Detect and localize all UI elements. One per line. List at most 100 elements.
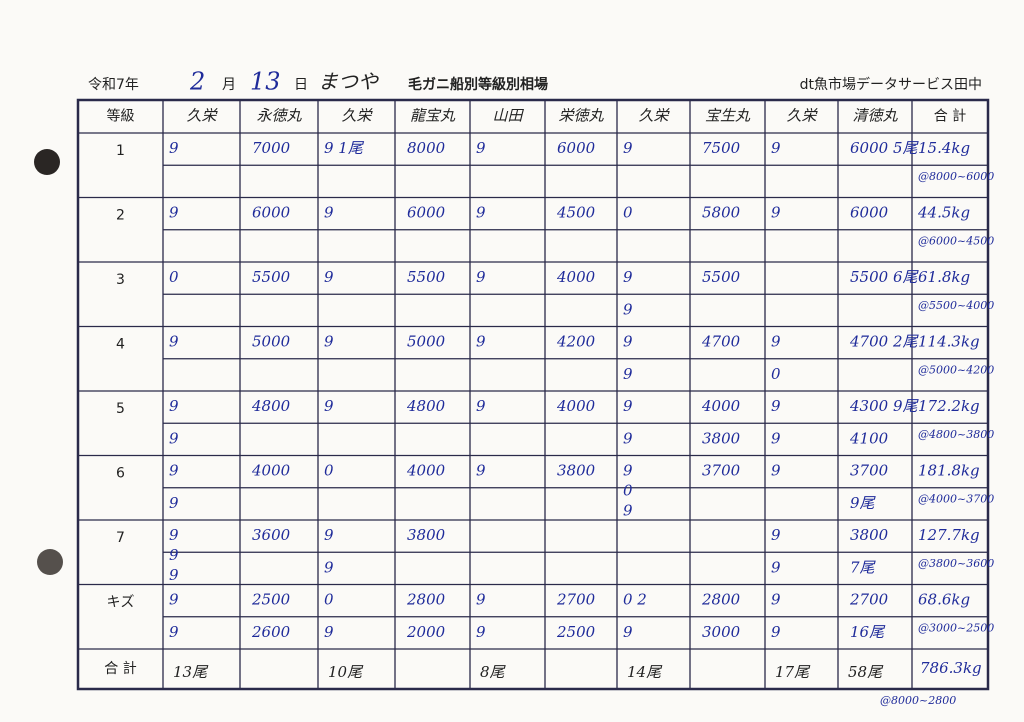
cell-value: 9 — [324, 526, 334, 544]
cell-value: 9 — [771, 526, 781, 544]
vessel-name: 永徳丸 — [256, 107, 302, 125]
cell-value: 9 — [771, 397, 781, 415]
cell-value: 9 — [623, 502, 633, 520]
grade-total: @4000~3700 — [918, 493, 994, 506]
cell-value: 3800 — [850, 526, 889, 544]
cell-value: 9 — [476, 204, 486, 222]
cell-value: 6000 — [557, 139, 596, 157]
cell-value: 9 — [169, 526, 179, 544]
cell-value: 9 — [169, 623, 179, 641]
grade-total: 61.8kg — [918, 268, 970, 286]
cell-value: 9 — [623, 139, 633, 157]
cell-value: 3800 — [702, 429, 741, 447]
cell-value: 9 — [623, 397, 633, 415]
cell-value: 2000 — [406, 623, 446, 641]
cell-value: 5500 — [407, 268, 446, 286]
total-header: 合 計 — [934, 109, 966, 125]
grade-total: 114.3kg — [918, 333, 980, 351]
cell-value: 9 — [623, 429, 633, 447]
cell-value: 4800 — [251, 397, 291, 415]
cell-value: 4000 — [251, 462, 291, 480]
grade-total: @8000~6000 — [918, 170, 994, 183]
cell-value: 9 — [169, 591, 179, 609]
grade-total: 127.7kg — [918, 526, 980, 544]
cell-value: 9 — [476, 333, 486, 351]
vessel-name: 清徳丸 — [852, 107, 898, 125]
day-unit: 日 — [294, 77, 308, 93]
cell-value: 5500 — [252, 268, 291, 286]
cell-value: 6000 — [252, 204, 291, 222]
cell-value: 9 — [771, 558, 781, 576]
grade-total: @3000~2500 — [918, 622, 994, 635]
title: 毛ガニ船別等級別相場 — [408, 76, 548, 93]
cell-value: 4700 — [701, 333, 741, 351]
cell-value: 2700 — [849, 591, 889, 609]
cell-value: 9 — [771, 204, 781, 222]
cell-value: 9 — [324, 397, 334, 415]
cell-value: 4100 — [849, 429, 889, 447]
cell-value: 9 — [623, 300, 633, 318]
cell-value: 9 — [169, 494, 179, 512]
grade-label: 3 — [116, 272, 125, 288]
cell-value: 2800 — [701, 591, 741, 609]
cell-value: 2800 — [406, 591, 446, 609]
cell-value: 9 — [771, 139, 781, 157]
grade-total: @5000~4200 — [918, 364, 994, 377]
footer-count: 8尾 — [480, 663, 507, 681]
vessel-name: 宝生丸 — [705, 107, 751, 125]
grade-total: 172.2kg — [918, 397, 980, 415]
cell-value: 9 — [476, 591, 486, 609]
table-border — [76, 98, 990, 691]
cell-value: 5500 6尾 — [850, 268, 919, 286]
cell-value: 5000 — [407, 333, 446, 351]
cell-value: 7000 — [252, 139, 291, 157]
cell-value: 3800 — [407, 526, 446, 544]
cell-value: 8000 — [407, 139, 446, 157]
cell-value: 9 — [476, 397, 486, 415]
grade-label: 5 — [116, 401, 125, 417]
cell-value: 0 — [324, 591, 334, 609]
grade-total: 15.4kg — [918, 139, 970, 157]
cell-value: 9 — [169, 462, 179, 480]
grade-total: @6000~4500 — [918, 235, 994, 248]
grade-total: @3800~3600 — [918, 557, 994, 570]
footer-label: 合 計 — [104, 661, 136, 677]
grade-label: 7 — [116, 530, 125, 546]
cell-value: 4800 — [406, 397, 446, 415]
vessel-name: 龍宝丸 — [410, 107, 456, 125]
cell-value: 2700 — [556, 591, 596, 609]
footer-count: 17尾 — [775, 663, 811, 681]
cell-value: 9 — [324, 268, 334, 286]
grade-label: 6 — [116, 466, 125, 482]
cell-value: 0 — [324, 462, 334, 480]
cell-value: 0 2 — [623, 591, 647, 609]
cell-value: 2600 — [251, 623, 291, 641]
vessel-name: 久栄 — [186, 107, 218, 125]
cell-value: 9 — [623, 462, 633, 480]
cell-value: 9 — [169, 566, 179, 584]
cell-value: 0 — [169, 268, 179, 286]
cell-value: 2500 — [251, 591, 291, 609]
cell-value: 6000 — [407, 204, 446, 222]
cell-value: 9 1尾 — [324, 139, 365, 157]
cell-value: 3700 — [850, 462, 889, 480]
vessel-name: 栄徳丸 — [558, 107, 604, 125]
cell-value: 4000 — [556, 268, 596, 286]
cell-value: 0 — [623, 204, 633, 222]
cell-value: 5800 — [702, 204, 741, 222]
cell-value: 9 — [169, 429, 179, 447]
footer-total: 786.3kg — [920, 659, 982, 677]
cell-value: 3000 — [702, 623, 741, 641]
place: まつや — [318, 70, 380, 94]
cell-value: 9 — [324, 623, 334, 641]
cell-value: 3800 — [557, 462, 596, 480]
cell-value: 4000 — [556, 397, 596, 415]
cell-value: 0 — [623, 482, 633, 500]
cell-value: 9 — [324, 558, 334, 576]
cell-value: 6000 5尾 — [850, 139, 919, 157]
cell-value: 9 — [476, 623, 486, 641]
vessel-name: 久栄 — [638, 107, 670, 125]
grade-total: 68.6kg — [918, 591, 970, 609]
